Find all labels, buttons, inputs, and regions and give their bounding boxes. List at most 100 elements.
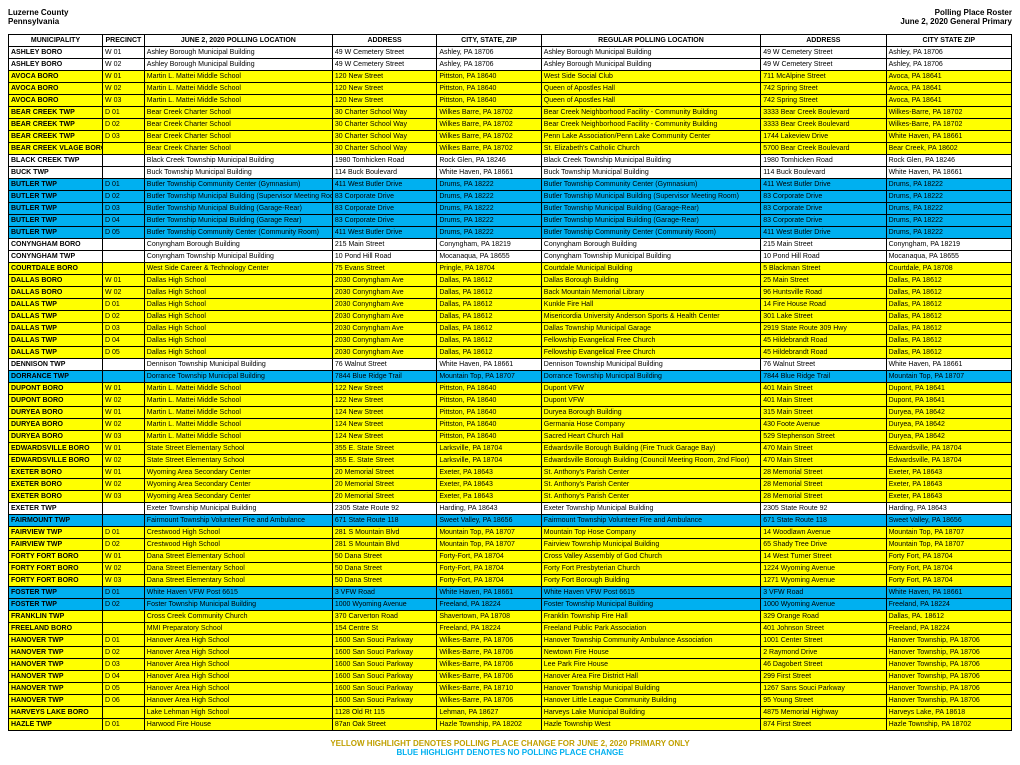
table-cell: Edwardsville Borough Building (Fire Truc… [541,443,760,455]
table-row: DALLAS TWPD 03Dallas High School2030 Con… [9,323,1012,335]
table-cell: Forty Fort, PA 18704 [886,551,1011,563]
table-cell: 2030 Conyngham Ave [332,299,436,311]
table-cell: DURYEA BORO [9,419,103,431]
table-cell: W 02 [103,287,145,299]
table-row: EXETER BOROW 02Wyoming Area Secondary Ce… [9,479,1012,491]
table-cell: 411 West Butler Drive [332,227,436,239]
table-cell: 28 Memorial Street [761,467,886,479]
table-row: FORTY FORT BOROW 03Dana Street Elementar… [9,575,1012,587]
table-cell: 1600 San Souci Parkway [332,635,436,647]
table-cell: AVOCA BORO [9,95,103,107]
table-cell: 2030 Conyngham Ave [332,335,436,347]
table-cell: Hanover Area High School [144,635,332,647]
table-cell: Wilkes-Barre, PA 18702 [886,107,1011,119]
table-cell: West Side Social Club [541,71,760,83]
table-cell: BEAR CREEK VLAGE BORO [9,143,103,155]
table-row: EDWARDSVILLE BOROW 01State Street Elemen… [9,443,1012,455]
table-cell: West Side Career & Technology Center [144,263,332,275]
table-cell: White Haven, PA 18661 [437,587,541,599]
table-cell: BUCK TWP [9,167,103,179]
table-cell: ASHLEY BORO [9,47,103,59]
table-cell: Dupont, PA 18641 [886,383,1011,395]
table-cell: DALLAS TWP [9,335,103,347]
table-cell: 3333 Bear Creek Boulevard [761,107,886,119]
table-cell: 30 Charter School Way [332,131,436,143]
table-cell: W 01 [103,407,145,419]
table-row: HAZLE TWPD 01Harwood Fire House87an Oak … [9,719,1012,731]
table-cell: Bear Creek, PA 18602 [886,143,1011,155]
table-cell: Hanover Township, PA 18706 [886,635,1011,647]
table-row: COURTDALE BOROWest Side Career & Technol… [9,263,1012,275]
table-cell: DALLAS BORO [9,275,103,287]
table-cell: Hanover Area High School [144,647,332,659]
table-cell: CONYNGHAM TWP [9,251,103,263]
table-cell [103,239,145,251]
table-row: EXETER BOROW 01Wyoming Area Secondary Ce… [9,467,1012,479]
table-cell: Hanover Area High School [144,671,332,683]
table-cell: Hanover Township, PA 18706 [886,671,1011,683]
table-cell: Ashley Borough Municipal Building [144,47,332,59]
table-cell: Forty Fort Presbyterian Church [541,563,760,575]
table-row: DALLAS BOROW 01Dallas High School2030 Co… [9,275,1012,287]
table-cell: 124 New Street [332,419,436,431]
table-cell: DALLAS TWP [9,311,103,323]
table-cell: State Street Elementary School [144,455,332,467]
table-row: FRANKLIN TWPCross Creek Community Church… [9,611,1012,623]
col-city: CITY, STATE, ZIP [437,35,541,47]
table-cell: 2030 Conyngham Ave [332,311,436,323]
table-cell: 122 New Street [332,383,436,395]
table-cell: W 02 [103,395,145,407]
table-row: DALLAS TWPD 04Dallas High School2030 Con… [9,335,1012,347]
table-cell: 355 E. State Street [332,455,436,467]
table-cell: Conyngham Borough Building [541,239,760,251]
table-cell: EXETER BORO [9,491,103,503]
doc-title: Polling Place Roster [900,8,1012,17]
table-cell: 7844 Blue Ridge Trail [761,371,886,383]
table-cell: Dallas High School [144,335,332,347]
table-cell: Hanover Little League Community Building [541,695,760,707]
table-cell: 28 Memorial Street [761,479,886,491]
table-cell: Mocanaqua, PA 18655 [437,251,541,263]
table-cell: FAIRVIEW TWP [9,527,103,539]
table-cell: White Haven, PA 18661 [886,131,1011,143]
table-cell: Wyoming Area Secondary Center [144,479,332,491]
table-cell: 2919 State Route 309 Hwy [761,323,886,335]
table-cell: W 02 [103,455,145,467]
table-cell: 470 Main Street [761,443,886,455]
table-row: CONYNGHAM TWPConyngham Township Municipa… [9,251,1012,263]
footer-blue-note: BLUE HIGHLIGHT DENOTES NO POLLING PLACE … [8,748,1012,757]
table-cell: 7844 Blue Ridge Trail [332,371,436,383]
table-cell: Harding, PA 18643 [886,503,1011,515]
table-row: ASHLEY BOROW 01Ashley Borough Municipal … [9,47,1012,59]
table-cell: Dallas, PA 18612 [437,275,541,287]
table-cell: 154 Centre St [332,623,436,635]
table-cell: 76 Walnut Street [332,359,436,371]
table-cell: 30 Charter School Way [332,107,436,119]
table-cell: Drums, PA 18222 [886,227,1011,239]
table-cell: D 01 [103,635,145,647]
table-cell: 529 Stephenson Street [761,431,886,443]
table-cell: D 05 [103,347,145,359]
table-cell: Pittston, PA 18640 [437,419,541,431]
table-cell: Dallas High School [144,287,332,299]
table-row: EDWARDSVILLE BOROW 02State Street Elemen… [9,455,1012,467]
table-cell: Hanover Area High School [144,695,332,707]
table-cell: 46 Dagobert Street [761,659,886,671]
table-cell: 114 Buck Boulevard [332,167,436,179]
table-cell: Forty-Fort, PA 18704 [437,563,541,575]
table-cell: AVOCA BORO [9,83,103,95]
table-cell: Exeter, PA 18643 [437,467,541,479]
table-cell: St. Anthony's Parish Center [541,479,760,491]
table-cell: Hazle Township West [541,719,760,731]
table-cell: W 02 [103,83,145,95]
table-cell: 120 New Street [332,71,436,83]
table-cell: 1600 San Souci Parkway [332,671,436,683]
table-cell: Pittston, PA 18640 [437,71,541,83]
table-cell: 2 Raymond Drive [761,647,886,659]
table-cell: DENNISON TWP [9,359,103,371]
table-cell: 329 Orange Road [761,611,886,623]
table-cell: Shavertown, PA 18708 [437,611,541,623]
table-cell: W 01 [103,443,145,455]
table-cell: 45 Hildebrandt Road [761,335,886,347]
table-cell: 401 Main Street [761,395,886,407]
